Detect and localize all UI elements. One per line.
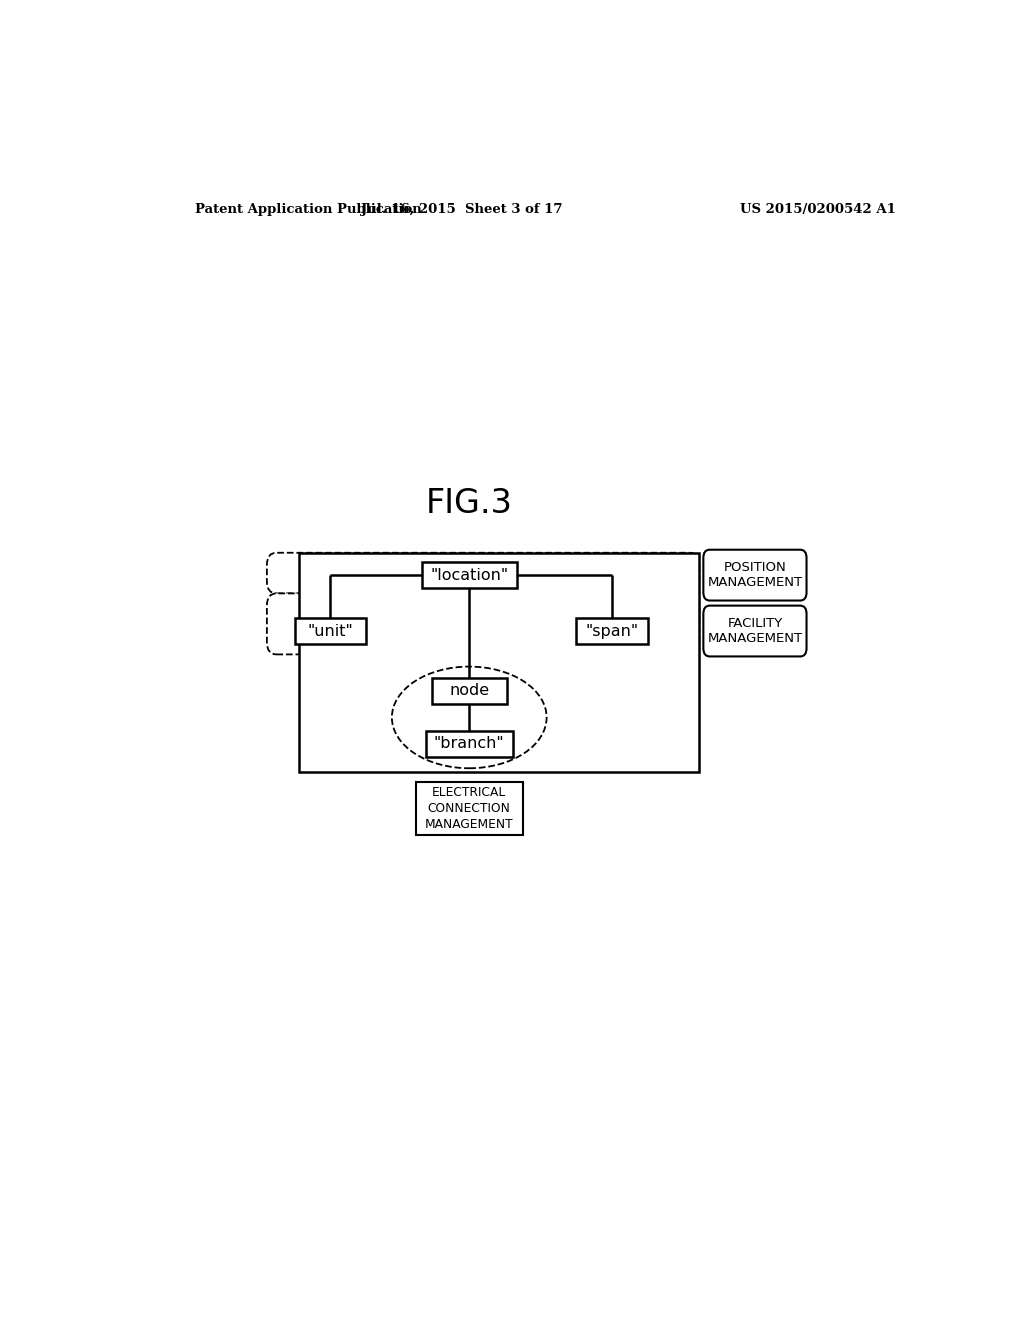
FancyBboxPatch shape — [703, 549, 807, 601]
Text: "location": "location" — [430, 568, 508, 582]
FancyBboxPatch shape — [267, 594, 699, 655]
FancyBboxPatch shape — [299, 553, 699, 772]
FancyBboxPatch shape — [422, 562, 517, 589]
Text: "unit": "unit" — [307, 623, 353, 639]
Text: US 2015/0200542 A1: US 2015/0200542 A1 — [740, 203, 896, 216]
Text: ELECTRICAL
CONNECTION
MANAGEMENT: ELECTRICAL CONNECTION MANAGEMENT — [425, 787, 514, 832]
FancyBboxPatch shape — [295, 618, 367, 644]
Text: "span": "span" — [586, 623, 639, 639]
FancyBboxPatch shape — [426, 731, 513, 758]
FancyBboxPatch shape — [431, 677, 507, 704]
FancyBboxPatch shape — [577, 618, 648, 644]
FancyBboxPatch shape — [416, 783, 523, 836]
Text: FACILITY
MANAGEMENT: FACILITY MANAGEMENT — [708, 616, 803, 645]
FancyBboxPatch shape — [267, 553, 699, 594]
Text: FIG.3: FIG.3 — [426, 487, 513, 520]
Text: node: node — [450, 684, 489, 698]
FancyBboxPatch shape — [703, 606, 807, 656]
Text: POSITION
MANAGEMENT: POSITION MANAGEMENT — [708, 561, 803, 589]
Text: "branch": "branch" — [434, 737, 505, 751]
Text: Jul. 16, 2015  Sheet 3 of 17: Jul. 16, 2015 Sheet 3 of 17 — [360, 203, 562, 216]
Text: Patent Application Publication: Patent Application Publication — [196, 203, 422, 216]
